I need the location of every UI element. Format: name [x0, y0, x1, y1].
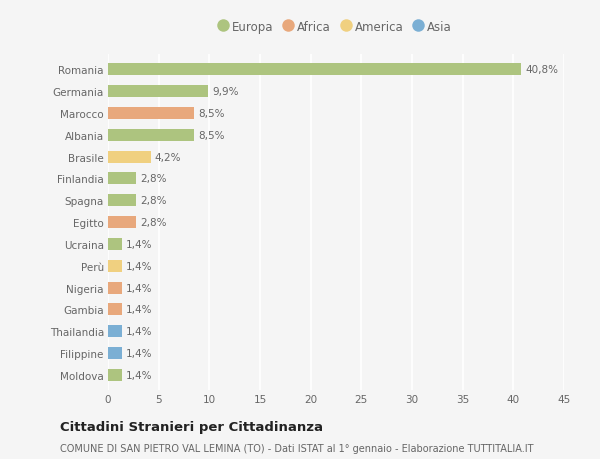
Text: 1,4%: 1,4%	[126, 326, 153, 336]
Text: 2,8%: 2,8%	[140, 196, 167, 206]
Bar	[108, 304, 122, 316]
Bar	[108, 64, 521, 76]
Text: 1,4%: 1,4%	[126, 348, 153, 358]
Bar	[108, 86, 208, 98]
Text: 1,4%: 1,4%	[126, 240, 153, 249]
Bar	[108, 108, 194, 120]
Bar	[108, 325, 122, 337]
Text: Cittadini Stranieri per Cittadinanza: Cittadini Stranieri per Cittadinanza	[60, 420, 323, 434]
Text: 4,2%: 4,2%	[155, 152, 181, 162]
Text: 8,5%: 8,5%	[198, 131, 224, 140]
Text: 8,5%: 8,5%	[198, 109, 224, 119]
Bar	[108, 173, 136, 185]
Bar	[108, 217, 136, 229]
Text: 1,4%: 1,4%	[126, 283, 153, 293]
Text: COMUNE DI SAN PIETRO VAL LEMINA (TO) - Dati ISTAT al 1° gennaio - Elaborazione T: COMUNE DI SAN PIETRO VAL LEMINA (TO) - D…	[60, 443, 533, 453]
Bar	[108, 195, 136, 207]
Text: 2,8%: 2,8%	[140, 174, 167, 184]
Bar	[108, 129, 194, 141]
Bar	[108, 151, 151, 163]
Text: 9,9%: 9,9%	[212, 87, 239, 97]
Text: 1,4%: 1,4%	[126, 370, 153, 380]
Text: 40,8%: 40,8%	[526, 65, 559, 75]
Bar	[108, 260, 122, 272]
Legend: Europa, Africa, America, Asia: Europa, Africa, America, Asia	[220, 21, 452, 34]
Text: 1,4%: 1,4%	[126, 261, 153, 271]
Bar	[108, 369, 122, 381]
Text: 2,8%: 2,8%	[140, 218, 167, 228]
Bar	[108, 238, 122, 250]
Text: 1,4%: 1,4%	[126, 305, 153, 314]
Bar	[108, 347, 122, 359]
Bar	[108, 282, 122, 294]
